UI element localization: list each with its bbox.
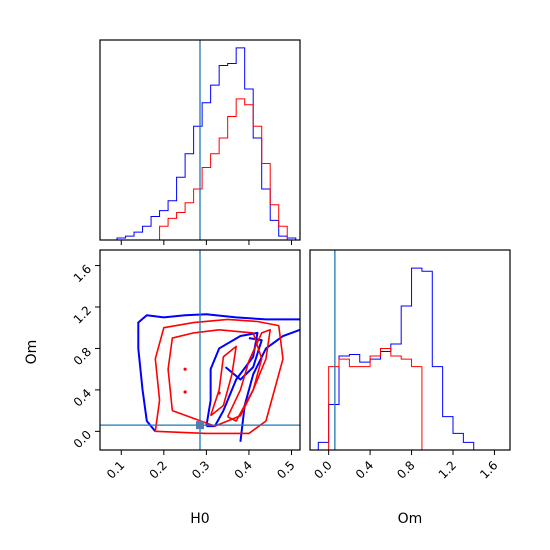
om-ytick-label-0: 0.0 <box>71 428 94 451</box>
contour-series-a-1 <box>239 328 300 442</box>
om-hist-series-1 <box>318 347 485 451</box>
contour-point-1 <box>183 390 187 394</box>
om-hist-frame <box>309 249 511 451</box>
contour-frame <box>99 249 301 451</box>
om-xtick-label-4: 1.6 <box>477 458 500 481</box>
om-ytick-label-3: 1.2 <box>71 303 94 326</box>
truth-marker <box>196 421 204 430</box>
om-ytick-label-2: 0.8 <box>71 345 94 368</box>
om-ytick-label-4: 1.6 <box>71 262 94 285</box>
om-xtick-label-1: 0.4 <box>353 458 376 481</box>
panel-h0-histogram <box>99 39 301 245</box>
om-hist-series-0 <box>317 267 485 451</box>
h0-xtick-label-3: 0.4 <box>232 458 255 481</box>
h0-hist-series-0 <box>100 47 297 241</box>
contour-series-a-inner-0 <box>205 331 259 428</box>
panel-h0-om-contour: 0.1 0.2 0.3 0.4 0.5 0.0 0.4 0.8 1.2 1.6 <box>71 249 301 482</box>
h0-xtick-label-0: 0.1 <box>104 458 127 481</box>
h0-hist-series-1 <box>100 98 296 241</box>
om-xtick-label-3: 1.2 <box>436 458 459 481</box>
contour-series-b-3 <box>226 328 272 422</box>
ylabel-om: Om <box>24 340 40 365</box>
contour-series-a-0 <box>137 313 300 432</box>
h0-xtick-label-2: 0.3 <box>189 458 212 481</box>
h0-xtick-label-1: 0.2 <box>147 458 170 481</box>
contour-layer <box>100 250 300 450</box>
om-ytick-label-1: 0.4 <box>71 386 94 409</box>
xlabel-om: Om <box>398 511 423 527</box>
panel-om-histogram: 0.0 0.4 0.8 1.2 1.6 <box>309 249 511 482</box>
om-xtick-label-2: 0.8 <box>394 458 417 481</box>
contour-series-b-2 <box>209 345 237 417</box>
om-xtick-label-0: 0.0 <box>311 458 334 481</box>
h0-hist-frame <box>99 39 301 241</box>
xlabel-h0: H0 <box>190 511 209 527</box>
contour-point-0 <box>183 367 187 371</box>
contour-point-2 <box>217 391 221 395</box>
contour-series-b-0 <box>154 318 284 435</box>
contour-series-a-inner-1 <box>224 337 263 381</box>
h0-xtick-label-4: 0.5 <box>274 458 297 481</box>
